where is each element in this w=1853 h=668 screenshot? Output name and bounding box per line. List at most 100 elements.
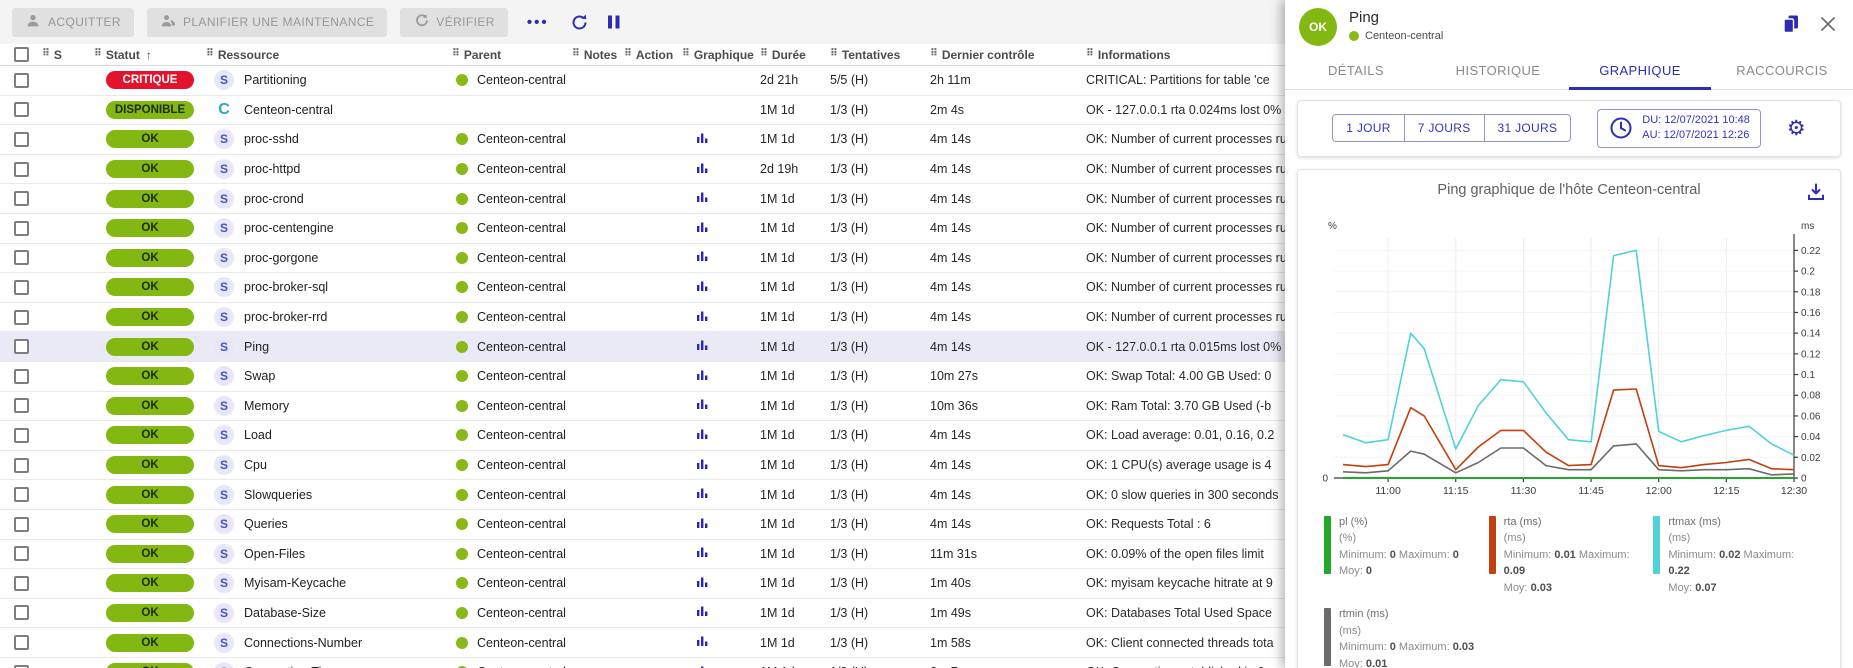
parent-status-dot-icon	[456, 163, 468, 176]
bar-chart-icon[interactable]	[696, 486, 710, 503]
refresh-button[interactable]	[568, 11, 591, 34]
range-button-3[interactable]: 31 JOURS	[1483, 115, 1571, 142]
row-checkbox[interactable]	[0, 605, 42, 621]
last-check-cell: 4m 14s	[930, 310, 971, 325]
column-header-tries[interactable]: ⠿ Tentatives	[830, 48, 930, 62]
bar-chart-icon[interactable]	[696, 457, 710, 474]
parent-status-dot-icon	[456, 606, 468, 619]
resource-cell: S Cpu	[206, 455, 452, 476]
row-checkbox[interactable]	[0, 191, 42, 207]
bar-chart-icon[interactable]	[696, 309, 710, 326]
tab-graphique[interactable]: GRAPHIQUE	[1569, 52, 1711, 90]
column-header-s[interactable]: ⠿ S	[42, 48, 94, 62]
row-checkbox[interactable]	[0, 279, 42, 295]
bar-chart-icon[interactable]	[696, 575, 710, 592]
bar-chart-icon[interactable]	[696, 190, 710, 207]
range-button-2[interactable]: 7 JOURS	[1403, 115, 1484, 142]
bar-chart-icon[interactable]	[696, 604, 710, 621]
legend-entry-pl[interactable]: pl (%) (%) Minimum: 0 Maximum: 0 Moy: 0	[1324, 514, 1489, 597]
bar-chart-icon[interactable]	[696, 634, 710, 651]
bar-chart-icon[interactable]	[696, 368, 710, 385]
check-button[interactable]: VÉRIFIER	[400, 7, 508, 37]
gear-icon[interactable]: ⚙	[1786, 116, 1806, 140]
date-range-picker[interactable]: DU: 12/07/2021 10:48 AU: 12/07/2021 12:2…	[1597, 109, 1761, 148]
column-header-notes[interactable]: ⠿ Notes	[572, 48, 624, 62]
row-checkbox[interactable]	[0, 72, 42, 88]
bar-chart-icon[interactable]	[696, 279, 710, 296]
row-checkbox[interactable]	[0, 250, 42, 266]
duration-cell: 1M 1d	[760, 191, 795, 206]
column-header-action[interactable]: ⠿ Action	[624, 48, 682, 62]
panel-header: OK Ping Centeon-central	[1285, 0, 1853, 50]
legend-entry-rta[interactable]: rta (ms) (ms) Minimum: 0.01 Maximum: 0.09 M…	[1488, 514, 1654, 597]
row-checkbox[interactable]	[0, 102, 42, 118]
service-icon: S	[214, 307, 234, 328]
column-header-last_check[interactable]: ⠿ Dernier contrôle	[930, 48, 1086, 62]
tab-raccourcis[interactable]: RACCOURCIS	[1736, 63, 1828, 78]
column-header-duration[interactable]: ⠿ Durée	[760, 48, 830, 62]
row-checkbox[interactable]	[0, 457, 42, 473]
row-checkbox[interactable]	[0, 635, 42, 651]
bar-chart-icon[interactable]	[696, 664, 710, 668]
resource-name: proc-centengine	[244, 221, 334, 236]
bar-chart-icon[interactable]	[696, 249, 710, 266]
legend-min-max: Minimum: 0 Maximum: 0.03	[1339, 639, 1474, 656]
legend-avg-label: Moy:	[1503, 581, 1531, 594]
acknowledge-button[interactable]: ACQUITTER	[12, 7, 134, 37]
row-checkbox[interactable]	[0, 575, 42, 591]
parent-name: Centeon-central	[477, 221, 566, 236]
legend-entry-rtmin[interactable]: rtmin (ms) (ms) Minimum: 0 Maximum: 0.03 Mo…	[1324, 606, 1489, 668]
bar-chart-icon[interactable]	[696, 427, 710, 444]
row-checkbox[interactable]	[0, 516, 42, 532]
export-graph-button[interactable]	[1804, 180, 1828, 204]
parent-cell: Centeon-central	[452, 576, 572, 590]
legend-entry-rtmax[interactable]: rtmax (ms) (ms) Minimum: 0.02 Maximum: 0.2…	[1653, 514, 1818, 597]
row-checkbox[interactable]	[0, 398, 42, 414]
more-actions-icon[interactable]: •••	[526, 13, 549, 31]
close-panel-button[interactable]	[1817, 13, 1839, 35]
parent-status-dot-icon	[456, 577, 468, 590]
bar-chart-icon[interactable]	[696, 545, 710, 562]
row-checkbox[interactable]	[0, 131, 42, 147]
graph-cell	[682, 427, 760, 444]
row-checkbox[interactable]	[0, 546, 42, 562]
table-row[interactable]: OK S Connection-Time Centeon-central 1M 1d1/…	[0, 657, 1853, 668]
tab-details[interactable]: DÉTAILS	[1327, 63, 1385, 78]
row-checkbox[interactable]	[0, 427, 42, 443]
range-button-1[interactable]: 1 JOUR	[1333, 115, 1404, 142]
row-checkbox[interactable]	[0, 664, 42, 668]
resource-name: proc-broker-sql	[244, 280, 329, 295]
plan-maintenance-button[interactable]: PLANIFIER UNE MAINTENANCE	[146, 7, 388, 37]
column-header-parent[interactable]: ⠿ Parent	[452, 48, 572, 62]
row-checkbox[interactable]	[0, 368, 42, 384]
tries-cell: 1/3 (H)	[830, 458, 869, 473]
checkbox-icon	[13, 131, 29, 147]
bar-chart-icon[interactable]	[696, 397, 710, 414]
column-header-information[interactable]: ⠿ Informations	[1086, 48, 1853, 62]
row-checkbox[interactable]	[0, 161, 42, 177]
bar-chart-icon[interactable]	[696, 131, 710, 148]
select-all-checkbox[interactable]	[0, 47, 42, 62]
legend-text: rtmin (ms) (ms) Minimum: 0 Maximum: 0.03 Mo…	[1339, 606, 1474, 668]
bar-chart-icon[interactable]	[696, 220, 710, 237]
checkbox-icon	[13, 309, 29, 325]
ping-line-chart[interactable]: 11:00 11:15 11:30 11:45 12:00 12:15 12:3000.02…	[1304, 214, 1840, 510]
column-header-graph[interactable]: ⠿ Graphique	[682, 48, 760, 62]
copy-link-button[interactable]	[1779, 12, 1803, 36]
resource-name: Swap	[244, 369, 276, 384]
bar-chart-icon[interactable]	[696, 516, 710, 533]
parent-cell: Centeon-central	[452, 340, 572, 354]
column-header-resource[interactable]: ⠿ Ressource	[206, 48, 452, 62]
column-header-status[interactable]: ⠿ Statut ↑	[94, 48, 206, 62]
bar-chart-icon[interactable]	[696, 161, 710, 178]
row-checkbox[interactable]	[0, 487, 42, 503]
row-checkbox[interactable]	[0, 309, 42, 325]
pause-autorefresh-button[interactable]	[604, 12, 624, 32]
tab-historique[interactable]: HISTORIQUE	[1455, 63, 1541, 78]
resource-name: Connections-Number	[244, 635, 363, 650]
resource-name: Myisam-Keycache	[244, 576, 347, 591]
row-checkbox[interactable]	[0, 220, 42, 236]
bar-chart-icon[interactable]	[696, 338, 710, 355]
row-checkbox[interactable]	[0, 339, 42, 355]
